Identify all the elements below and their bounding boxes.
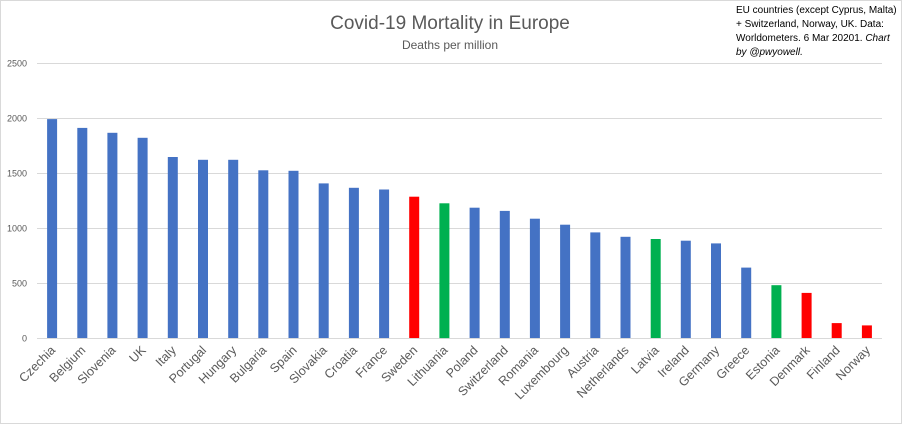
y-tick-label: 1500 bbox=[7, 169, 27, 179]
bar-croatia bbox=[348, 187, 359, 338]
bar-france bbox=[379, 189, 390, 338]
bar-slovenia bbox=[107, 132, 118, 338]
bar-spain bbox=[288, 170, 299, 338]
x-tick-label: Croatia bbox=[322, 343, 360, 381]
bar-estonia bbox=[771, 285, 782, 338]
bar-latvia bbox=[650, 239, 661, 338]
y-tick-label: 500 bbox=[12, 279, 27, 289]
bar-lithuania bbox=[439, 203, 450, 339]
bar-poland bbox=[469, 207, 480, 338]
bar-uk bbox=[137, 137, 148, 338]
bar-slovakia bbox=[318, 183, 329, 338]
source-note-credit: Chart by @pwyowell. bbox=[736, 33, 890, 58]
x-tick-label: Norway bbox=[833, 343, 873, 383]
y-tick-label: 2500 bbox=[7, 59, 27, 69]
chart-title: Covid-19 Mortality in Europe bbox=[330, 13, 570, 34]
chart-subtitle: Deaths per million bbox=[402, 38, 498, 52]
bar-netherlands bbox=[620, 236, 631, 338]
y-tick-label: 0 bbox=[22, 334, 27, 344]
x-tick-label: UK bbox=[127, 343, 150, 366]
bar-germany bbox=[711, 243, 721, 338]
bar-italy bbox=[167, 157, 178, 338]
bar-luxembourg bbox=[560, 224, 571, 338]
bar-norway bbox=[861, 325, 872, 338]
y-axis-ticks: 0 500 1000 1500 2000 2500 bbox=[7, 59, 27, 344]
gridlines bbox=[37, 63, 882, 339]
bar-bulgaria bbox=[258, 170, 269, 339]
x-tick-label: Italy bbox=[153, 343, 180, 370]
bar-portugal bbox=[198, 159, 208, 338]
bar-denmark bbox=[801, 292, 812, 338]
source-note: EU countries (except Cyprus, Malta) + Sw… bbox=[736, 4, 900, 60]
bar-greece bbox=[741, 267, 752, 338]
bars bbox=[47, 119, 872, 339]
y-tick-label: 2000 bbox=[7, 114, 27, 124]
y-tick-label: 1000 bbox=[7, 224, 27, 234]
bar-romania bbox=[529, 218, 540, 338]
source-note-text: EU countries (except Cyprus, Malta) + Sw… bbox=[736, 5, 897, 44]
bar-ireland bbox=[680, 240, 691, 338]
bar-belgium bbox=[77, 127, 88, 339]
bar-finland bbox=[831, 323, 842, 338]
bar-austria bbox=[590, 232, 601, 338]
bar-sweden bbox=[409, 196, 420, 338]
bar-hungary bbox=[228, 159, 239, 338]
bar-czechia bbox=[47, 119, 58, 338]
bar-switzerland bbox=[499, 210, 510, 338]
